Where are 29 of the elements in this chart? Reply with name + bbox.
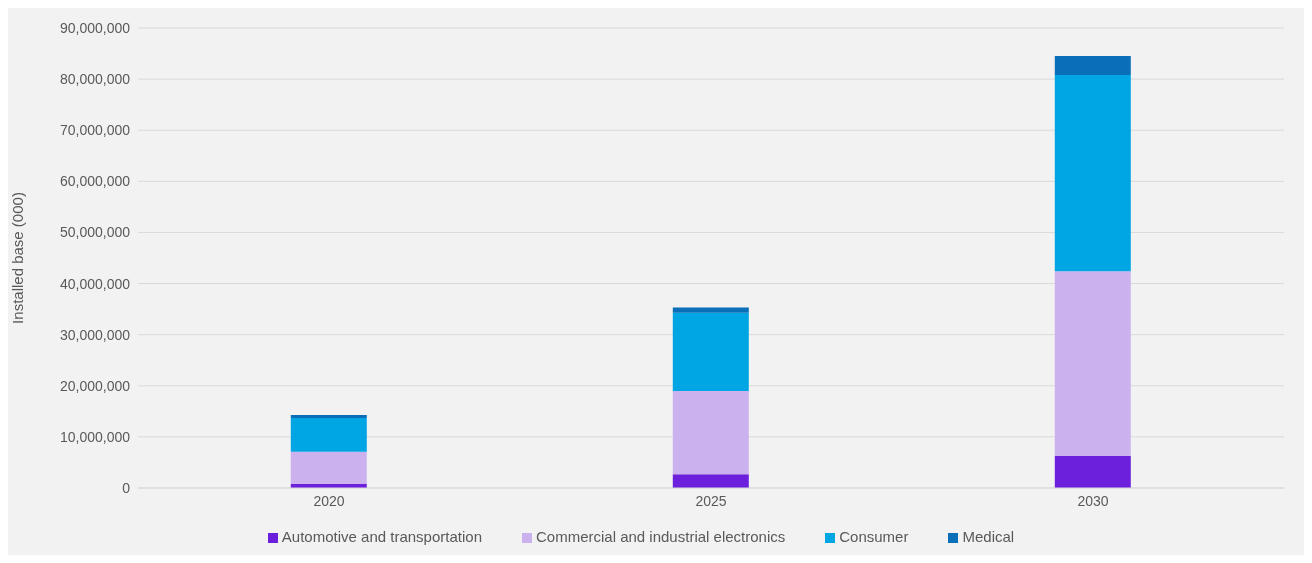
bar (672, 312, 749, 391)
y-axis-title: Installed base (000) (9, 192, 27, 324)
bar (290, 414, 367, 418)
y-tick-label: 10,000,000 (59, 428, 131, 445)
x-tick-label: 2020 (313, 492, 345, 509)
bar (672, 474, 749, 488)
y-tick-label: 0 (122, 479, 131, 496)
bar (1054, 455, 1131, 488)
y-tick-label: 60,000,000 (59, 173, 131, 190)
y-tick-label: 70,000,000 (59, 122, 131, 139)
x-tick-label: 2030 (1077, 492, 1109, 509)
bar (1054, 56, 1131, 76)
y-tick-label: 30,000,000 (59, 326, 131, 343)
bar (290, 417, 367, 452)
bar (290, 451, 367, 484)
legend-label: Consumer (839, 528, 909, 545)
y-tick-label: 20,000,000 (59, 377, 131, 394)
y-tick-label: 80,000,000 (59, 71, 131, 88)
legend-label: Commercial and industrial electronics (535, 528, 786, 545)
legend-label: Medical (962, 528, 1015, 545)
bar (672, 307, 749, 313)
y-tick-label: 90,000,000 (59, 19, 131, 36)
bar (1054, 75, 1131, 272)
x-tick-label: 2025 (695, 492, 727, 509)
y-tick-label: 50,000,000 (59, 224, 131, 241)
legend-label: Automotive and transportation (281, 528, 482, 545)
bar (672, 390, 749, 475)
y-tick-label: 40,000,000 (59, 275, 131, 292)
bar (1054, 271, 1131, 456)
